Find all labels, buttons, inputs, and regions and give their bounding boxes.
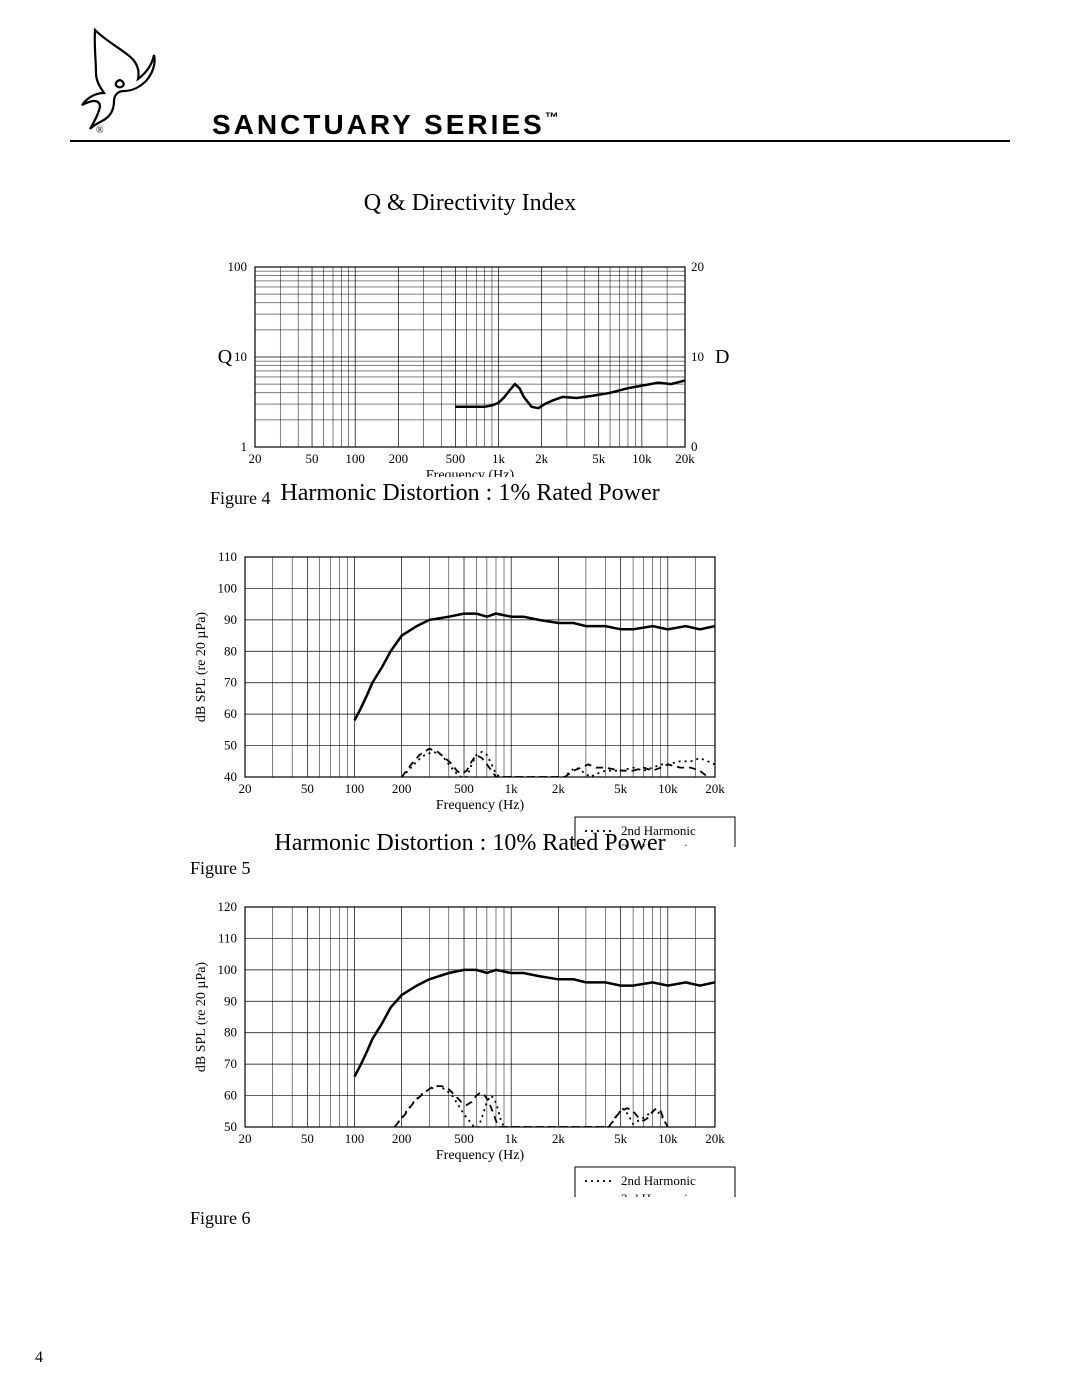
svg-text:10: 10 <box>691 349 704 364</box>
svg-text:20: 20 <box>239 1131 252 1146</box>
svg-text:70: 70 <box>224 1056 237 1071</box>
chart3-caption: Figure 6 <box>190 1208 251 1228</box>
svg-text:2nd Harmonic: 2nd Harmonic <box>621 1173 696 1188</box>
svg-text:60: 60 <box>224 706 237 721</box>
svg-text:20: 20 <box>691 259 704 274</box>
chart3-plot: 20501002005001k2k5k10k20k506070809010011… <box>190 867 750 1197</box>
svg-text:70: 70 <box>224 675 237 690</box>
registered-icon: ® <box>96 125 104 135</box>
svg-text:10k: 10k <box>632 451 652 466</box>
chart2-plot: 20 50 100 200 500 1k 2k 5k 10k 20k 40 50 60 70 80 90 100… <box>190 517 750 847</box>
svg-text:20: 20 <box>239 781 252 796</box>
svg-text:2k: 2k <box>552 1131 566 1146</box>
svg-text:Q: Q <box>218 346 233 368</box>
svg-text:5k: 5k <box>614 781 628 796</box>
svg-text:50: 50 <box>224 1119 237 1134</box>
svg-text:Frequency (Hz): Frequency (Hz) <box>426 468 515 477</box>
trademark-icon: ™ <box>545 109 559 125</box>
svg-text:200: 200 <box>389 451 409 466</box>
svg-text:10k: 10k <box>658 1131 678 1146</box>
dove-logo-icon: ® <box>70 25 200 135</box>
chart-hd-10pct: Harmonic Distortion : 10% Rated Power 20… <box>190 830 750 1229</box>
svg-text:100: 100 <box>345 451 365 466</box>
svg-text:90: 90 <box>224 993 237 1008</box>
chart2-title: Harmonic Distortion : 1% Rated Power <box>190 480 750 507</box>
chart1-plot: 20501002005001k2k5k10k20k11010001020QDiF… <box>210 227 730 477</box>
header-rule <box>70 140 1010 142</box>
svg-text:200: 200 <box>392 781 412 796</box>
svg-text:100: 100 <box>218 962 238 977</box>
page: ® SANCTUARY SERIES™ Q & Directivity Inde… <box>0 0 1080 1397</box>
svg-text:dB SPL (re 20 µPa): dB SPL (re 20 µPa) <box>194 962 209 1073</box>
page-header: ® SANCTUARY SERIES™ <box>70 25 1010 135</box>
svg-text:120: 120 <box>218 899 238 914</box>
svg-text:10k: 10k <box>658 781 678 796</box>
svg-text:Frequency (Hz): Frequency (Hz) <box>436 1148 525 1163</box>
svg-text:3rd Harmonic: 3rd Harmonic <box>621 1191 694 1197</box>
svg-text:50: 50 <box>306 451 319 466</box>
svg-text:100: 100 <box>345 1131 365 1146</box>
svg-text:1k: 1k <box>505 1131 519 1146</box>
svg-text:80: 80 <box>224 643 237 658</box>
chart1-title: Q & Directivity Index <box>210 190 730 217</box>
svg-text:5k: 5k <box>592 451 606 466</box>
svg-text:dB SPL (re 20 µPa): dB SPL (re 20 µPa) <box>194 612 209 723</box>
svg-text:Frequency (Hz): Frequency (Hz) <box>436 798 525 813</box>
svg-text:2k: 2k <box>552 781 566 796</box>
svg-text:60: 60 <box>224 1088 237 1103</box>
svg-text:20k: 20k <box>705 781 725 796</box>
svg-text:110: 110 <box>218 930 237 945</box>
svg-text:50: 50 <box>301 1131 314 1146</box>
svg-text:10: 10 <box>234 349 247 364</box>
svg-text:200: 200 <box>392 1131 412 1146</box>
svg-text:500: 500 <box>454 1131 474 1146</box>
chart-q-directivity: Q & Directivity Index 20501002005001k2k5… <box>210 190 730 509</box>
svg-text:Di: Di <box>715 346 730 368</box>
svg-text:5k: 5k <box>614 1131 628 1146</box>
svg-text:20k: 20k <box>705 1131 725 1146</box>
svg-text:50: 50 <box>224 738 237 753</box>
svg-text:0: 0 <box>691 439 698 454</box>
svg-text:500: 500 <box>446 451 466 466</box>
brand-title: SANCTUARY SERIES™ <box>212 109 559 141</box>
svg-text:110: 110 <box>218 549 237 564</box>
brand-text: SANCTUARY SERIES <box>212 109 545 140</box>
svg-text:40: 40 <box>224 769 237 784</box>
svg-text:1k: 1k <box>505 781 519 796</box>
svg-text:100: 100 <box>228 259 248 274</box>
svg-text:1k: 1k <box>492 451 506 466</box>
svg-text:100: 100 <box>345 781 365 796</box>
svg-text:2k: 2k <box>535 451 549 466</box>
svg-text:20: 20 <box>249 451 262 466</box>
svg-text:1: 1 <box>241 439 248 454</box>
chart3-title: Harmonic Distortion : 10% Rated Power <box>190 830 750 857</box>
svg-text:90: 90 <box>224 612 237 627</box>
svg-text:50: 50 <box>301 781 314 796</box>
svg-text:500: 500 <box>454 781 474 796</box>
svg-text:100: 100 <box>218 580 238 595</box>
svg-text:80: 80 <box>224 1025 237 1040</box>
chart-hd-1pct: Harmonic Distortion : 1% Rated Power 20 5… <box>190 480 750 879</box>
page-number: 4 <box>35 1349 43 1367</box>
